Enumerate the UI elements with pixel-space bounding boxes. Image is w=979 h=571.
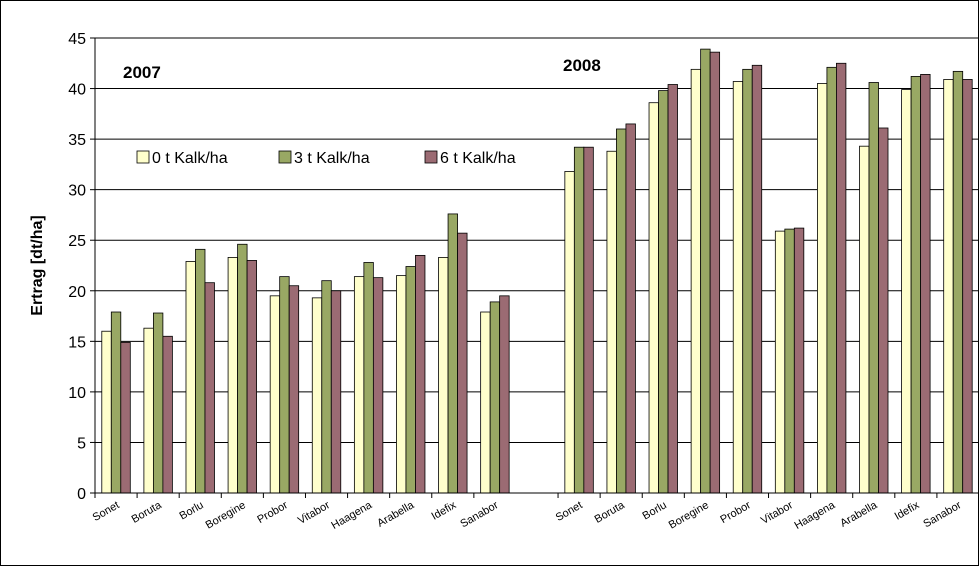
bar-2007-Probor-0-t-Kalk-ha — [269, 295, 281, 494]
bar-2008-Haagena-3-t-Kalk-ha — [826, 66, 837, 494]
legend: 0 t Kalk/ha 3 t Kalk/ha 6 t Kalk/ha — [136, 150, 516, 167]
bar-2007-Borlu-3-t-Kalk-ha — [195, 248, 206, 494]
bar-2007-Boruta-3-t-Kalk-ha — [152, 312, 164, 494]
bar-2008-Sanabor-3-t-Kalk-ha — [952, 70, 964, 494]
legend-swatch-0 — [136, 150, 150, 164]
bar-2007-Probor-3-t-Kalk-ha — [279, 276, 290, 494]
bar-2007-Sanabor-6-t-Kalk-ha — [499, 295, 510, 494]
bar-2007-Vitabor-0-t-Kalk-ha — [311, 297, 323, 494]
y-tick-label-35: 35 — [68, 132, 86, 149]
bar-2008-Sonet-3-t-Kalk-ha — [573, 146, 585, 494]
bar-2008-Idefix-0-t-Kalk-ha — [901, 89, 912, 494]
y-tick-label-0: 0 — [77, 486, 86, 503]
bar-2008-Sanabor-6-t-Kalk-ha — [962, 79, 973, 494]
bar-2007-Probor-6-t-Kalk-ha — [288, 285, 300, 494]
y-tick-label-20: 20 — [68, 284, 86, 301]
bar-2007-Arabella-0-t-Kalk-ha — [396, 275, 407, 494]
group-label-2007: 2007 — [123, 63, 161, 82]
bar-2007-Idefix-0-t-Kalk-ha — [438, 257, 449, 494]
legend-swatch-2 — [424, 150, 438, 164]
y-tick-label-30: 30 — [68, 183, 86, 200]
bar-2007-Boruta-0-t-Kalk-ha — [143, 327, 154, 494]
bar-2008-Borlu-0-t-Kalk-ha — [648, 102, 659, 494]
bar-2008-Haagena-6-t-Kalk-ha — [836, 62, 847, 494]
bar-2007-Vitabor-3-t-Kalk-ha — [321, 280, 332, 494]
bar-2008-Boruta-0-t-Kalk-ha — [606, 150, 617, 494]
bar-2007-Boregine-3-t-Kalk-ha — [237, 243, 248, 494]
bar-2008-Vitabor-0-t-Kalk-ha — [774, 230, 786, 494]
bar-2008-Sonet-6-t-Kalk-ha — [583, 146, 594, 494]
bar-2008-Arabella-3-t-Kalk-ha — [868, 82, 879, 494]
bar-2007-Sanabor-0-t-Kalk-ha — [480, 311, 491, 494]
bar-2008-Borlu-3-t-Kalk-ha — [658, 90, 669, 494]
bar-2008-Sanabor-0-t-Kalk-ha — [943, 79, 954, 494]
bar-2007-Vitabor-6-t-Kalk-ha — [330, 290, 342, 494]
bar-2008-Sonet-0-t-Kalk-ha — [564, 171, 575, 494]
bar-2007-Boruta-6-t-Kalk-ha — [162, 335, 173, 494]
bar-2007-Sonet-3-t-Kalk-ha — [110, 311, 122, 494]
bar-2007-Sonet-6-t-Kalk-ha — [120, 341, 131, 494]
bar-2007-Arabella-6-t-Kalk-ha — [415, 254, 426, 494]
y-axis-title: Ertrag [dt/ha] — [29, 215, 46, 315]
bar-2007-Haagena-0-t-Kalk-ha — [353, 276, 365, 494]
bar-2008-Boruta-3-t-Kalk-ha — [616, 128, 627, 494]
y-tick-label-15: 15 — [68, 334, 86, 351]
bar-2007-Boregine-6-t-Kalk-ha — [246, 260, 257, 494]
bar-2007-Sonet-0-t-Kalk-ha — [101, 330, 112, 494]
legend-label-1: 3 t Kalk/ha — [294, 150, 370, 167]
bar-2008-Boregine-0-t-Kalk-ha — [690, 68, 702, 494]
legend-swatch-1 — [278, 150, 292, 164]
bar-2008-Idefix-6-t-Kalk-ha — [920, 74, 931, 494]
bar-2007-Haagena-3-t-Kalk-ha — [363, 262, 374, 494]
legend-label-2: 6 t Kalk/ha — [440, 150, 516, 167]
bar-2007-Haagena-6-t-Kalk-ha — [372, 277, 384, 494]
bar-2008-Idefix-3-t-Kalk-ha — [910, 76, 922, 494]
y-tick-label-5: 5 — [77, 435, 86, 452]
bar-2008-Probor-3-t-Kalk-ha — [742, 68, 753, 494]
legend-label-0: 0 t Kalk/ha — [152, 150, 228, 167]
bars — [101, 48, 973, 494]
bar-2007-Idefix-6-t-Kalk-ha — [457, 232, 468, 494]
y-tick-label-40: 40 — [68, 82, 86, 99]
bar-2008-Boruta-6-t-Kalk-ha — [625, 123, 636, 494]
bar-2008-Borlu-6-t-Kalk-ha — [667, 84, 678, 494]
bar-2007-Sanabor-3-t-Kalk-ha — [489, 301, 501, 494]
bar-2007-Boregine-0-t-Kalk-ha — [227, 257, 238, 494]
axes — [90, 37, 979, 498]
bar-2008-Arabella-0-t-Kalk-ha — [859, 145, 870, 494]
y-tick-label-10: 10 — [68, 385, 86, 402]
bar-2008-Probor-6-t-Kalk-ha — [751, 64, 763, 494]
bar-2008-Boregine-3-t-Kalk-ha — [700, 48, 711, 494]
bar-2008-Vitabor-3-t-Kalk-ha — [784, 228, 795, 494]
bar-2008-Haagena-0-t-Kalk-ha — [817, 83, 828, 494]
bar-2008-Arabella-6-t-Kalk-ha — [878, 127, 889, 494]
bar-2008-Probor-0-t-Kalk-ha — [732, 81, 744, 494]
bar-2007-Borlu-6-t-Kalk-ha — [204, 282, 215, 494]
y-tick-label-25: 25 — [68, 233, 86, 250]
y-tick-label-45: 45 — [68, 31, 86, 48]
bar-2007-Borlu-0-t-Kalk-ha — [185, 261, 196, 494]
bar-2008-Boregine-6-t-Kalk-ha — [709, 51, 721, 494]
bar-2007-Idefix-3-t-Kalk-ha — [447, 213, 458, 494]
bar-2007-Arabella-3-t-Kalk-ha — [405, 266, 416, 494]
bar-2008-Vitabor-6-t-Kalk-ha — [793, 227, 805, 494]
group-label-2008: 2008 — [563, 56, 601, 75]
